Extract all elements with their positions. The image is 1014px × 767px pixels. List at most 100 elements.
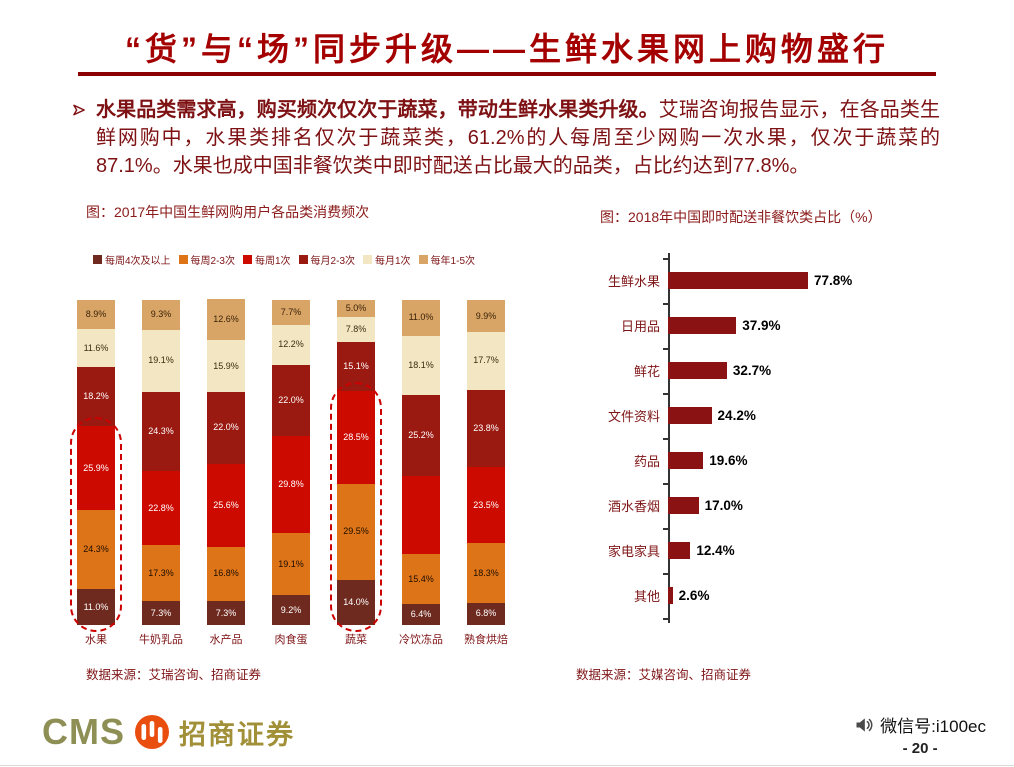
bar-segment: 12.6% xyxy=(207,299,245,341)
hbar xyxy=(668,542,691,559)
bar-segment: 24.3% xyxy=(142,392,180,471)
segment-value-label: 25.2% xyxy=(408,430,434,441)
hbar-row: 家电家具 12.4% xyxy=(568,528,998,573)
summary-body: 艾瑞咨询报告显示，在各品类生鲜网购中，水果类排名仅次于蔬菜类，61.2%的人每周… xyxy=(96,99,941,177)
right-chart-source: 数据来源：艾媒咨询、招商证券 xyxy=(576,668,752,682)
hbar-row: 文件资料 24.2% xyxy=(568,393,998,438)
hbar-row: 酒水香烟 17.0% xyxy=(568,483,998,528)
bar-stack: 7.3% 17.3% 22.8% 24.3% 19.1% 9.3% xyxy=(142,299,180,625)
segment-value-label: 6.4% xyxy=(410,609,432,620)
legend-item: 每月2-3次 xyxy=(298,252,355,267)
segment-value-label: 15.1% xyxy=(343,360,369,371)
hbar xyxy=(668,452,704,469)
legend-item: 每周2-3次 xyxy=(178,252,235,267)
bar-segment: 22.0% xyxy=(207,392,245,464)
axis-tick xyxy=(663,303,668,305)
stacked-bar-chart: 11.0% 24.3% 25.9% 18.2% 11.6% 8.9% 水果 7.3% 17.3%… xyxy=(62,299,520,646)
segment-value-label: 25.6% xyxy=(213,499,239,510)
page-title: “货”与“场”同步升级——生鲜水果网上购物盛行 xyxy=(124,31,889,67)
bar-segment: 17.7% xyxy=(467,332,505,390)
hbar-row: 生鲜水果 77.8% xyxy=(568,258,998,303)
axis-tick xyxy=(663,573,668,575)
bar-segment: 22.8% xyxy=(142,470,180,546)
segment-value-label: 6.8% xyxy=(475,608,497,619)
bar-segment: 11.0% xyxy=(402,300,440,336)
segment-value-label: 25.9% xyxy=(83,462,109,473)
hbar-category-label: 文件资料 xyxy=(607,409,660,424)
bar-segment: 23.8% xyxy=(467,389,505,468)
horizontal-bar-chart: 生鲜水果 77.8% 日用品 37.9% 鲜花 32.7% 文件资料 24.2% 药品 19.6%… xyxy=(568,253,998,623)
segment-value-label: 7.3% xyxy=(215,607,237,618)
hbar-value-label: 24.2% xyxy=(717,408,756,423)
legend-swatch-icon xyxy=(418,255,428,264)
wechat-id: 微信号:i100ec xyxy=(880,717,986,736)
axis-tick xyxy=(663,438,668,440)
bar-column: 7.3% 17.3% 22.8% 24.3% 19.1% 9.3% 牛奶乳品 xyxy=(135,299,187,646)
hbar-row: 鲜花 32.7% xyxy=(568,348,998,393)
legend-swatch-icon xyxy=(242,255,252,264)
legend-label: 每周1次 xyxy=(254,256,291,267)
legend-item: 每月1次 xyxy=(363,252,411,267)
axis-tick xyxy=(663,528,668,530)
bar-segment: 5.0% xyxy=(337,300,375,317)
segment-value-label: 19.1% xyxy=(278,558,304,569)
segment-value-label: 22.0% xyxy=(278,394,304,405)
segment-value-label: 23.8% xyxy=(473,422,499,433)
bar-segment: 18.1% xyxy=(402,335,440,395)
bar-segment: 12.2% xyxy=(272,325,310,365)
legend-swatch-icon xyxy=(178,255,188,264)
segment-value-label: 19.1% xyxy=(148,355,174,366)
hbar-row: 日用品 37.9% xyxy=(568,303,998,348)
bar-stack: 14.0% 29.5% 28.5% 15.1% 7.8% 5.0% xyxy=(337,300,375,625)
bar-stack: 6.4% 15.4% 25.2% 18.1% 11.0% xyxy=(402,300,440,625)
segment-value-label: 24.3% xyxy=(83,544,109,555)
segment-value-label: 12.2% xyxy=(278,339,304,350)
bar-segment: 29.8% xyxy=(272,436,310,534)
bar-segment: 11.6% xyxy=(77,329,115,367)
title-underline xyxy=(78,72,936,76)
bar-segment: 19.1% xyxy=(272,533,310,596)
bar-segment: 25.6% xyxy=(207,463,245,547)
segment-value-label: 18.3% xyxy=(473,567,499,578)
bottom-divider xyxy=(0,765,1014,766)
y-axis-line xyxy=(668,253,670,623)
legend-swatch-icon xyxy=(92,255,102,264)
category-label: 冷饮冻品 xyxy=(399,634,443,646)
bar-segment: 24.3% xyxy=(77,510,115,590)
bar-segment: 7.3% xyxy=(207,601,245,625)
bar-segment: 22.0% xyxy=(272,364,310,437)
bar-column: 6.4% 15.4% 25.2% 18.1% 11.0% 冷饮冻品 xyxy=(395,300,447,646)
left-chart-legend: 每周4次及以上 每周2-3次 每周1次 每月2-3次 每月1次 每年1-5次 xyxy=(58,252,510,267)
hbar-row: 其他 2.6% xyxy=(568,573,998,618)
bar-segment: 29.5% xyxy=(337,483,375,580)
right-chart-title: 图：2018年中国即时配送非餐饮类占比（%） xyxy=(600,209,882,225)
bar-segment: 15.9% xyxy=(207,340,245,392)
axis-tick xyxy=(663,258,668,260)
hbar-value-label: 32.7% xyxy=(732,363,772,378)
hbar-category-label: 日用品 xyxy=(620,319,660,334)
segment-value-label: 9.3% xyxy=(150,309,172,320)
hbar-category-label: 其他 xyxy=(633,589,660,604)
bar-segment: 7.7% xyxy=(272,300,310,326)
hbar-value-label: 2.6% xyxy=(678,588,710,603)
legend-label: 每周4次及以上 xyxy=(104,256,171,267)
legend-swatch-icon xyxy=(363,255,372,264)
bar-column: 9.2% 19.1% 29.8% 22.0% 12.2% 7.7% 肉食蛋 xyxy=(265,300,317,646)
bar-segment: 16.8% xyxy=(207,546,245,602)
hbar-category-label: 生鲜水果 xyxy=(607,274,660,289)
hbar xyxy=(668,407,712,424)
cms-logo-icon xyxy=(134,714,170,750)
segment-value-label: 7.8% xyxy=(345,323,367,334)
segment-value-label: 15.4% xyxy=(408,573,434,584)
segment-value-label: 22.8% xyxy=(148,502,174,513)
hbar xyxy=(668,317,737,334)
bar-segment: 18.3% xyxy=(467,543,505,603)
segment-value-label: 14.0% xyxy=(343,596,369,607)
summary-paragraph: 水果品类需求高，购买频次仅次于蔬菜，带动生鲜水果类升级。艾瑞咨询报告显示，在各品… xyxy=(72,96,940,180)
segment-value-label: 16.8% xyxy=(213,568,239,579)
bar-segment: 9.2% xyxy=(272,595,310,625)
hbar-category-label: 药品 xyxy=(633,454,660,469)
wechat-footer: 微信号:i100ec - 20 - xyxy=(854,712,986,757)
segment-value-label: 7.7% xyxy=(280,307,302,318)
hbar-value-label: 12.4% xyxy=(696,543,735,558)
